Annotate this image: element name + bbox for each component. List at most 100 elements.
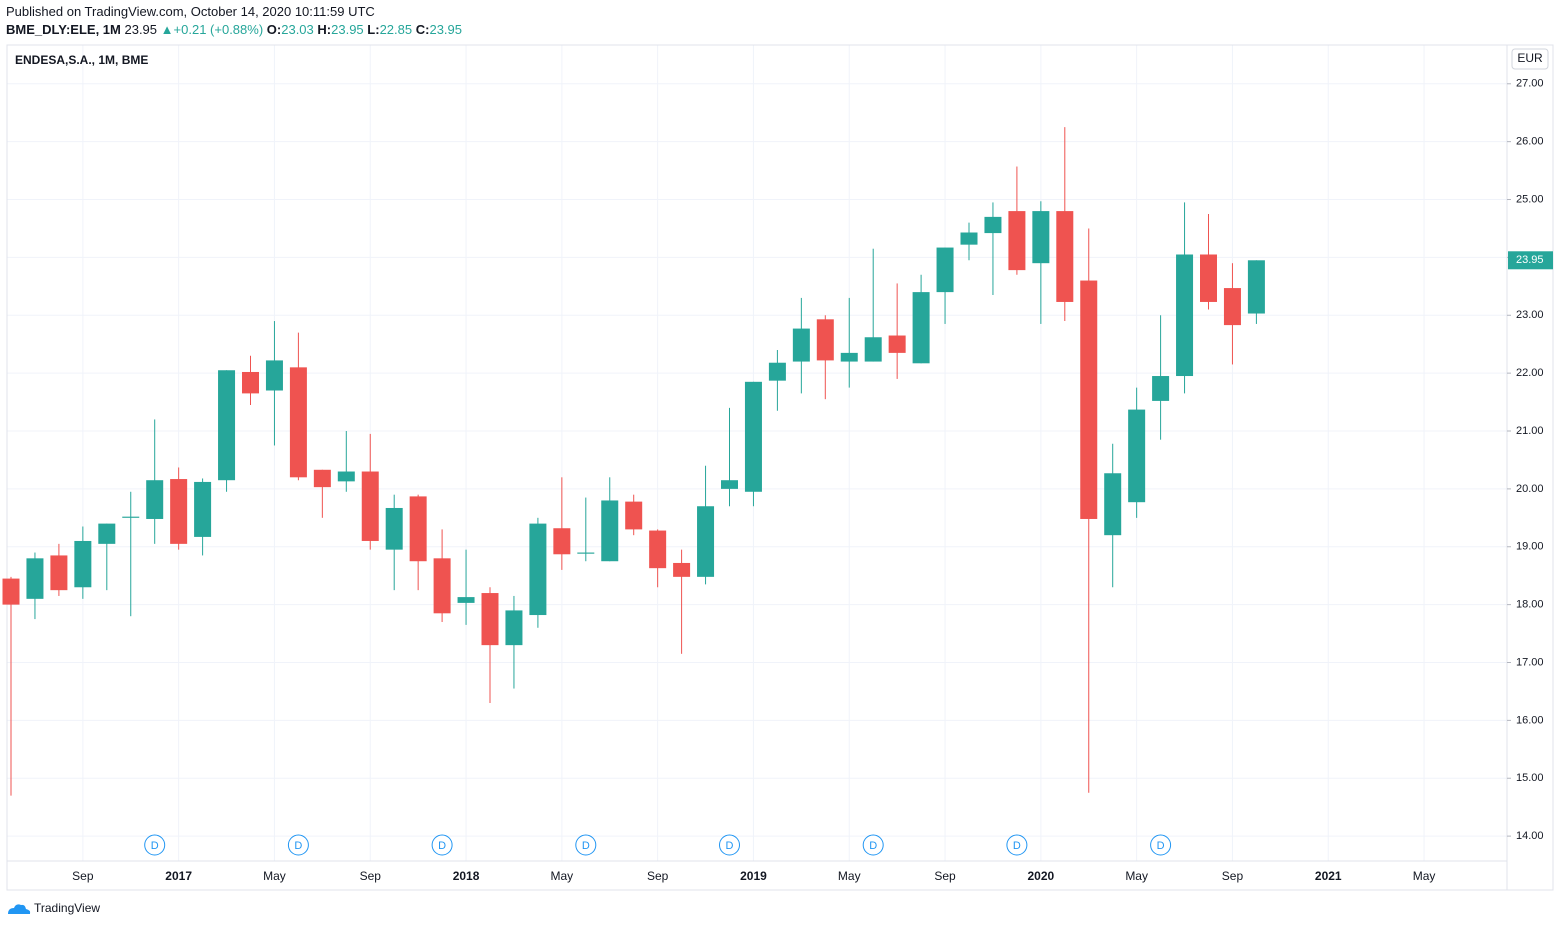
- y-tick-label: 16.00: [1516, 714, 1544, 726]
- published: Published on TradingView.com, October 14…: [6, 4, 375, 19]
- candle-body: [170, 479, 188, 544]
- last-price-label: 23.95: [1516, 254, 1544, 266]
- candle-body: [768, 362, 786, 381]
- currency-button[interactable]: [1511, 48, 1549, 70]
- x-tick-label: Sep: [934, 869, 956, 883]
- l-label: L:: [367, 22, 380, 37]
- candle-body: [122, 516, 140, 518]
- candle-body: [1200, 254, 1217, 302]
- legend-line: BME_DLY:ELE, 1M 23.95 ▲+0.21 (+0.88%) O:…: [6, 22, 462, 37]
- candle-body: [888, 335, 906, 353]
- l: 22.85: [379, 22, 413, 37]
- candle-body: [385, 507, 403, 550]
- arrow: ▲: [160, 22, 174, 37]
- candle-body: [313, 469, 331, 488]
- candle-body: [697, 506, 715, 577]
- candle-body: [864, 337, 882, 362]
- candle-body: [481, 593, 499, 646]
- x-tick-label: May: [1413, 869, 1436, 883]
- candle-body: [146, 480, 164, 519]
- candle-body: [792, 328, 810, 362]
- y-tick-label: 22.00: [1516, 367, 1544, 379]
- dividend-label: D: [294, 840, 302, 852]
- candle-body: [242, 371, 259, 394]
- candle-body: [649, 530, 667, 569]
- candle-body: [50, 555, 68, 591]
- x-tick-label: 2021: [1315, 869, 1342, 883]
- dividend-label: D: [1013, 840, 1021, 852]
- candle-body: [1080, 280, 1098, 519]
- dividend-label: D: [151, 840, 159, 852]
- candle-body: [529, 523, 547, 616]
- x-tick-label: 2017: [165, 869, 192, 883]
- y-tick-label: 14.00: [1516, 830, 1544, 842]
- candle-body: [1152, 376, 1170, 401]
- y-tick-label: 27.00: [1516, 78, 1544, 90]
- c-label: C:: [415, 22, 430, 37]
- dividend-marker: [575, 834, 597, 856]
- x-tick-label: May: [1125, 869, 1148, 883]
- y-tick-label: 21.00: [1516, 425, 1544, 437]
- last: 23.95: [124, 22, 158, 37]
- frame: [6, 44, 1554, 891]
- candle-body: [577, 552, 595, 554]
- candle-body: [1128, 409, 1146, 503]
- candle-body: [984, 216, 1002, 234]
- candle-body: [2, 578, 20, 605]
- y-tick-label: 20.00: [1516, 483, 1544, 495]
- candle-body: [960, 232, 978, 245]
- candle-body: [265, 360, 283, 391]
- x-tick-label: May: [838, 869, 861, 883]
- last-price-box: [1508, 251, 1553, 270]
- x-tick-label: 2019: [740, 869, 767, 883]
- logo: [8, 904, 31, 914]
- candle-body: [840, 352, 858, 362]
- dividend-marker: [144, 834, 166, 856]
- h: 23.95: [331, 22, 364, 37]
- o: 23.03: [281, 22, 314, 37]
- candle-body: [218, 370, 236, 481]
- candle-body: [1176, 254, 1194, 377]
- y-tick-label: 23.00: [1516, 309, 1544, 321]
- candle-body: [194, 481, 212, 537]
- candle-body: [744, 381, 762, 492]
- x-tick-label: May: [263, 869, 286, 883]
- dividend-marker: [862, 834, 884, 856]
- candle-body: [1008, 211, 1026, 271]
- candle-body: [1104, 473, 1122, 536]
- dividend-label: D: [438, 840, 446, 852]
- candle-body: [74, 540, 92, 588]
- dividend-label: D: [726, 840, 734, 852]
- candle-body: [457, 597, 475, 603]
- x-tick-label: Sep: [1222, 869, 1244, 883]
- x-tick-label: Sep: [72, 869, 94, 883]
- dividend-label: D: [869, 840, 877, 852]
- candle-body: [1032, 211, 1050, 264]
- dividend-label: D: [582, 840, 590, 852]
- candle-body: [721, 480, 738, 489]
- candle-body: [337, 471, 355, 482]
- y-tick-label: 26.00: [1516, 136, 1544, 148]
- candle-body: [505, 610, 523, 646]
- x-tick-label: May: [551, 869, 574, 883]
- brand: TradingView: [34, 901, 100, 915]
- candle-body: [289, 367, 307, 478]
- x-tick-label: Sep: [360, 869, 382, 883]
- candle-body: [98, 523, 116, 544]
- dividend-marker: [287, 834, 309, 856]
- change: +0.21 (+0.88%): [173, 22, 264, 37]
- candle-body: [26, 558, 44, 599]
- c: 23.95: [429, 22, 463, 37]
- candle-body: [1056, 211, 1074, 302]
- x-tick-label: 2018: [453, 869, 480, 883]
- candle-body: [553, 528, 571, 555]
- h-label: H:: [317, 22, 332, 37]
- currency[interactable]: EUR: [1517, 51, 1543, 65]
- y-tick-label: 15.00: [1516, 772, 1544, 784]
- candle-body: [625, 501, 643, 530]
- candle-body: [816, 319, 834, 361]
- dividend-marker: [1006, 834, 1028, 856]
- candle-body: [601, 500, 619, 562]
